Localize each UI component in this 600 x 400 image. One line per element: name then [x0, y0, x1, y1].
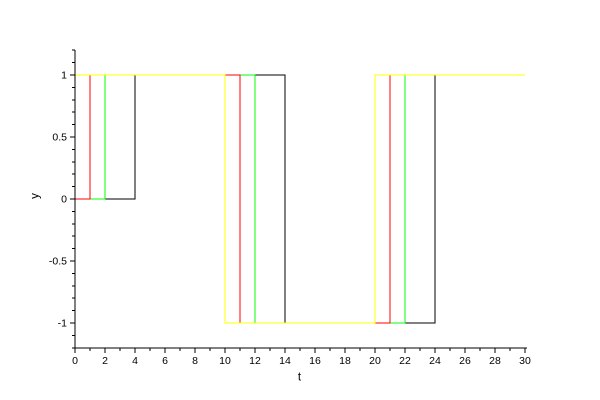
x-tick-label: 12: [249, 355, 261, 367]
y-tick-label: -1: [58, 318, 67, 330]
y-tick-label: 1: [61, 70, 67, 82]
y-tick-label: -0.5: [49, 256, 67, 268]
x-tick-label: 24: [429, 355, 441, 367]
series-green-square-wave-delay-2: [75, 74, 525, 324]
x-tick-label: 10: [219, 355, 231, 367]
x-tick-label: 28: [489, 355, 501, 367]
x-tick-label: 26: [459, 355, 471, 367]
y-tick-label: 0.5: [52, 132, 67, 144]
x-tick-label: 16: [309, 355, 321, 367]
x-tick-label: 14: [279, 355, 291, 367]
x-tick-label: 30: [519, 355, 531, 367]
axes: [70, 49, 527, 353]
y-axis-title: y: [30, 193, 42, 199]
x-tick-label: 8: [192, 355, 198, 367]
series-lines: [75, 74, 525, 324]
series-red-square-wave-delay-1: [75, 74, 525, 324]
y-tick-label: 0: [61, 194, 67, 206]
x-tick-label: 18: [339, 355, 351, 367]
x-tick-label: 20: [369, 355, 381, 367]
x-tick-label: 6: [162, 355, 168, 367]
x-tick-label: 22: [399, 355, 411, 367]
series-yellow-square-wave-delay-0: [75, 74, 525, 324]
x-axis-title: t: [298, 372, 302, 384]
x-tick-label: 2: [102, 355, 108, 367]
series-black-square-wave-delay-4: [75, 74, 525, 324]
x-tick-label: 0: [72, 355, 78, 367]
tick-labels: 0 2 4 6 8 10 12 14 16 18 20 22 24 26 28 30-1-0.500.51: [49, 70, 531, 367]
x-tick-label: 4: [132, 355, 138, 367]
